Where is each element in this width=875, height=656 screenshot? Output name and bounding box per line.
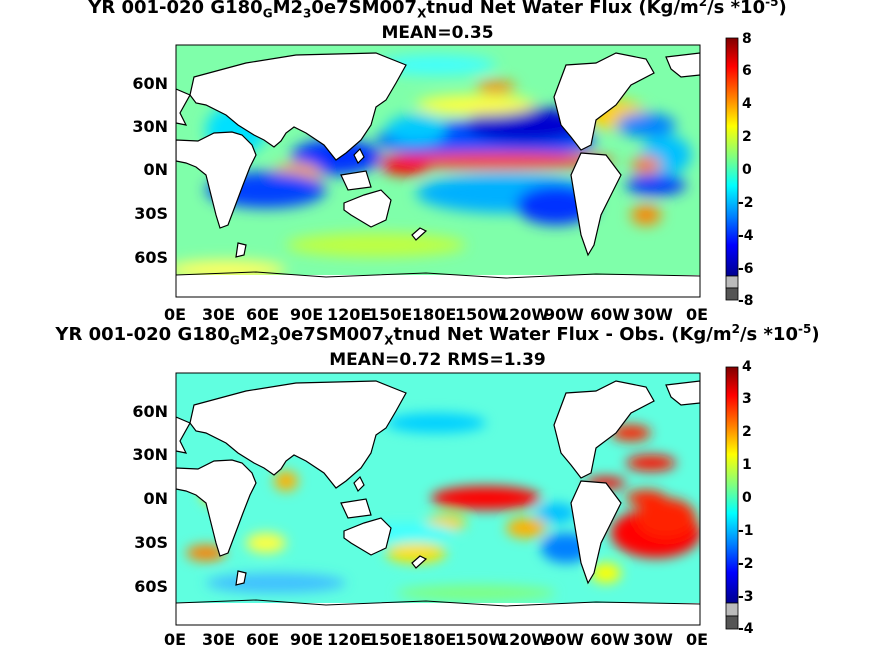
lat-label: 30N bbox=[132, 445, 168, 464]
colorbar-tick: -6 bbox=[738, 261, 754, 277]
lon-label: 150E bbox=[368, 305, 413, 324]
map-title-bottom: YR 001-020 G180GM230e7SM007Xtnud Net Wat… bbox=[55, 322, 820, 348]
colorbar-tick: -8 bbox=[738, 293, 754, 309]
colorbar-tick: 6 bbox=[742, 63, 752, 79]
lon-label: 60E bbox=[246, 630, 280, 649]
colorbar-tick: 2 bbox=[742, 129, 752, 145]
lat-label: 30S bbox=[134, 533, 168, 552]
lon-label: 30E bbox=[202, 305, 236, 324]
lon-label: 0E bbox=[686, 305, 709, 324]
landmass bbox=[176, 380, 700, 586]
colorbar-tick: 1 bbox=[742, 457, 752, 473]
lon-label: 120E bbox=[327, 630, 372, 649]
lat-label: 0N bbox=[143, 160, 168, 179]
lon-label: 90E bbox=[290, 305, 324, 324]
lat-label: 30N bbox=[132, 117, 168, 136]
lat-label: 60S bbox=[134, 248, 168, 267]
lon-label: 150W bbox=[455, 305, 507, 324]
lon-label: 0E bbox=[164, 305, 187, 324]
colorbar-tick: -1 bbox=[738, 523, 754, 539]
lon-label: 120W bbox=[498, 305, 550, 324]
lon-label: 30E bbox=[202, 630, 236, 649]
map-title-top: YR 001-020 G180GM230e7SM007Xtnud Net Wat… bbox=[88, 0, 787, 21]
lon-label: 120W bbox=[498, 630, 550, 649]
map-panel-top bbox=[175, 44, 701, 298]
lat-label: 30S bbox=[134, 204, 168, 223]
lon-label: 30W bbox=[633, 305, 673, 324]
colorbar-tick: 4 bbox=[742, 359, 752, 375]
lon-label: 180E bbox=[412, 630, 457, 649]
lon-label: 60E bbox=[246, 305, 280, 324]
lon-label: 60W bbox=[590, 305, 630, 324]
colorbar-tick: 0 bbox=[742, 490, 752, 506]
landmass bbox=[176, 52, 700, 258]
colorbar-tick: 2 bbox=[742, 424, 752, 440]
lon-label: 150E bbox=[368, 630, 413, 649]
lon-label: 120E bbox=[327, 305, 372, 324]
lon-label: 180E bbox=[412, 305, 457, 324]
lon-label: 30W bbox=[633, 630, 673, 649]
lon-label: 150W bbox=[455, 630, 507, 649]
lon-label: 0E bbox=[686, 630, 709, 649]
colorbar-tick: -2 bbox=[738, 556, 754, 572]
lat-label: 0N bbox=[143, 489, 168, 508]
lat-label: 60S bbox=[134, 577, 168, 596]
lon-label: 90W bbox=[544, 630, 584, 649]
colorbar-tick: 3 bbox=[742, 391, 752, 407]
map-subtitle-top: MEAN=0.35 bbox=[381, 23, 494, 43]
colorbar-tick: -4 bbox=[738, 621, 754, 637]
lon-label: 60W bbox=[590, 630, 630, 649]
colorbar-top bbox=[725, 37, 739, 301]
colorbar-tick: -2 bbox=[738, 195, 754, 211]
lon-label: 90E bbox=[290, 630, 324, 649]
lat-label: 60N bbox=[132, 402, 168, 421]
lon-label: 90W bbox=[544, 305, 584, 324]
colorbar-tick: 0 bbox=[742, 162, 752, 178]
colorbar-bottom bbox=[725, 366, 739, 630]
map-panel-bottom bbox=[175, 372, 701, 626]
lon-label: 0E bbox=[164, 630, 187, 649]
map-subtitle-bottom: MEAN=0.72 RMS=1.39 bbox=[329, 350, 546, 370]
lat-label: 60N bbox=[132, 74, 168, 93]
colorbar-tick: -3 bbox=[738, 589, 754, 605]
colorbar-tick: 4 bbox=[742, 96, 752, 112]
colorbar-tick: 8 bbox=[742, 31, 752, 47]
colorbar-tick: -4 bbox=[738, 228, 754, 244]
